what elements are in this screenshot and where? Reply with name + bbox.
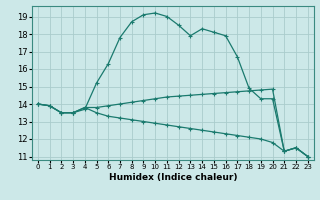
X-axis label: Humidex (Indice chaleur): Humidex (Indice chaleur) (108, 173, 237, 182)
